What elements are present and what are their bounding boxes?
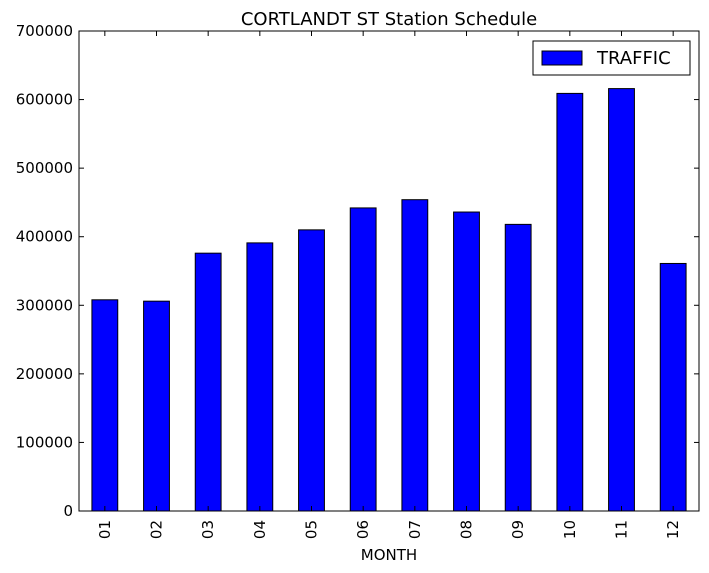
bar-05 <box>298 229 325 512</box>
y-axis: 0 100000 200000 300000 400000 500000 600000 700… <box>16 22 699 520</box>
bar-03 <box>194 252 222 512</box>
x-axis: 01 02 03 04 05 06 07 08 09 10 11 12 <box>96 31 682 539</box>
chart-title: CORTLANDT ST Station Schedule <box>241 9 537 30</box>
bar-09 <box>504 223 532 512</box>
bar-02 <box>143 300 170 512</box>
x-tick-label: 02 <box>148 520 166 539</box>
bar-07 <box>401 199 429 512</box>
bar-01 <box>91 299 119 512</box>
x-tick-label: 12 <box>664 520 682 539</box>
legend-swatch <box>541 50 583 66</box>
x-tick-label: 04 <box>251 520 269 539</box>
x-tick-label: 08 <box>458 520 476 539</box>
y-tick-label: 0 <box>63 502 73 520</box>
y-tick-label: 300000 <box>16 296 73 314</box>
x-tick-label: 05 <box>303 520 321 539</box>
bars-group <box>91 88 687 512</box>
plot-area <box>79 31 699 511</box>
y-tick-label: 200000 <box>16 365 73 383</box>
bar-08 <box>453 211 480 512</box>
x-axis-label: MONTH <box>361 546 417 564</box>
y-tick-label: 500000 <box>16 159 73 177</box>
x-tick-label: 09 <box>509 520 527 539</box>
x-tick-label: 06 <box>354 520 372 539</box>
bar-12 <box>659 262 687 512</box>
x-tick-label: 01 <box>96 520 114 539</box>
bar-06 <box>349 207 377 512</box>
y-tick-label: 700000 <box>16 22 73 40</box>
x-tick-label: 03 <box>199 520 217 539</box>
y-tick-label: 100000 <box>16 433 73 451</box>
y-tick-label: 600000 <box>16 91 73 109</box>
x-tick-label: 10 <box>561 520 579 539</box>
x-tick-label: 11 <box>613 520 631 539</box>
x-tick-label: 07 <box>406 520 424 539</box>
legend-label: TRAFFIC <box>596 48 671 69</box>
bar-10 <box>556 92 584 512</box>
y-tick-label: 400000 <box>16 228 73 246</box>
plot-frame <box>78 30 700 512</box>
bar-11 <box>608 88 635 512</box>
legend: TRAFFIC <box>532 40 691 76</box>
bar-04 <box>246 242 274 512</box>
